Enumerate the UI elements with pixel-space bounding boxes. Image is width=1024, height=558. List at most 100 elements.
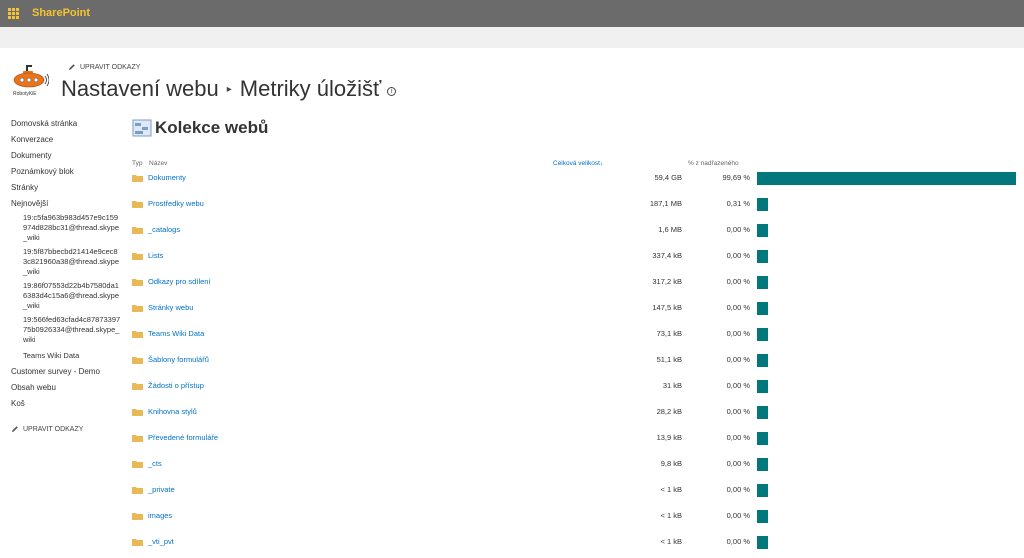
usage-bar <box>757 224 768 237</box>
usage-bar <box>757 406 768 419</box>
usage-bar <box>757 380 768 393</box>
folder-size: 31 kB <box>662 381 682 390</box>
folder-name-link[interactable]: Šablony formulářů <box>148 355 209 364</box>
table-row[interactable]: Lists 337,4 kB 0,00 % <box>130 243 1024 269</box>
usage-bar <box>757 302 768 315</box>
logo-label: RobotyKiE <box>13 91 37 97</box>
table-row[interactable]: Převedené formuláře 13,9 kB 0,00 % <box>130 425 1024 451</box>
table-row[interactable]: Stránky webu 147,5 kB 0,00 % <box>130 295 1024 321</box>
folder-name-link[interactable]: Žádosti o přístup <box>148 381 204 390</box>
page-title-text: Metriky úložišť <box>239 76 382 101</box>
table-row[interactable]: _catalogs 1,6 MB 0,00 % <box>130 217 1024 243</box>
folder-icon <box>132 279 143 286</box>
nav-item-recent[interactable]: Nejnovější <box>11 199 49 208</box>
folder-icon <box>132 357 143 364</box>
breadcrumb-parent[interactable]: Nastavení webu <box>61 76 219 101</box>
column-header-size-label: Celková velikost <box>553 160 600 167</box>
folder-name-link[interactable]: Dokumenty <box>148 173 186 182</box>
nav-recent-item[interactable]: 19:566fed63cfad4c8787339775b0926334@thre… <box>23 315 121 344</box>
folder-icon <box>132 227 143 234</box>
nav-item-pages[interactable]: Stránky <box>11 183 39 192</box>
folder-name-link[interactable]: _catalogs <box>148 225 181 234</box>
folder-icon <box>132 513 143 520</box>
nav-recent-item[interactable]: 19:86f07553d22b4b7580da16383d4c15a6@thre… <box>23 281 120 310</box>
folder-name-link[interactable]: Odkazy pro sdílení <box>148 277 211 286</box>
folder-size: 73,1 kB <box>656 329 682 338</box>
app-launcher-icon[interactable] <box>8 8 19 19</box>
nav-item-notebook[interactable]: Poznámkový blok <box>11 167 74 176</box>
usage-bar <box>757 354 768 367</box>
folder-percent: 0,00 % <box>726 355 750 364</box>
nav-item-home[interactable]: Domovská stránka <box>11 119 78 128</box>
folder-percent: 0,00 % <box>726 485 750 494</box>
folder-icon <box>132 539 143 546</box>
info-icon[interactable]: i <box>387 86 397 96</box>
nav-item-site-contents[interactable]: Obsah webu <box>11 383 56 392</box>
suite-bar: SharePoint <box>0 0 1024 27</box>
usage-bar <box>757 458 768 471</box>
usage-bar <box>757 432 768 445</box>
table-row[interactable]: Teams Wiki Data 73,1 kB 0,00 % <box>130 321 1024 347</box>
folder-size: 147,5 kB <box>652 303 682 312</box>
usage-bar <box>757 328 768 341</box>
folder-percent: 0,00 % <box>726 303 750 312</box>
nav-item-documents[interactable]: Dokumenty <box>11 151 52 160</box>
folder-name-link[interactable]: _private <box>148 485 175 494</box>
folder-size: < 1 kB <box>660 485 682 494</box>
folder-size: 9,8 kB <box>660 459 682 468</box>
table-row[interactable]: _vti_pvt < 1 kB 0,00 % <box>130 529 1024 555</box>
folder-icon <box>132 201 143 208</box>
table-row[interactable]: Žádosti o přístup 31 kB 0,00 % <box>130 373 1024 399</box>
folder-percent: 0,00 % <box>726 511 750 520</box>
ribbon-bar <box>0 27 1024 48</box>
edit-links-bottom[interactable]: UPRAVIT ODKAZY <box>11 425 121 433</box>
table-row[interactable]: Prostředky webu 187,1 MB 0,31 % <box>130 191 1024 217</box>
table-row[interactable]: Odkazy pro sdílení 317,2 kB 0,00 % <box>130 269 1024 295</box>
page-title: Nastavení webu ▸ Metriky úložišť i <box>61 76 397 102</box>
nav-recent-item[interactable]: Teams Wiki Data <box>23 351 80 360</box>
nav-item-recycle-bin[interactable]: Koš <box>11 399 25 408</box>
folder-name-link[interactable]: Teams Wiki Data <box>148 329 205 338</box>
folder-name-link[interactable]: Lists <box>148 251 164 260</box>
folder-percent: 0,00 % <box>726 329 750 338</box>
usage-bar <box>757 198 768 211</box>
usage-bar <box>757 276 768 289</box>
table-row[interactable]: Šablony formulářů 51,1 kB 0,00 % <box>130 347 1024 373</box>
section-title: Kolekce webů <box>155 118 269 137</box>
submarine-logo[interactable] <box>11 63 49 93</box>
storage-table: Dokumenty 59,4 GB 99,69 % Prostředky webu 18… <box>130 165 1024 555</box>
folder-name-link[interactable]: _vti_pvt <box>148 537 174 546</box>
folder-percent: 0,00 % <box>726 537 750 546</box>
breadcrumb-separator: ▸ <box>226 83 232 95</box>
column-header-percent: % z nadřazeného <box>688 160 739 167</box>
folder-size: 317,2 kB <box>652 277 682 286</box>
folder-percent: 0,00 % <box>726 381 750 390</box>
table-row[interactable]: Dokumenty 59,4 GB 99,69 % <box>130 165 1024 191</box>
folder-name-link[interactable]: Převedené formuláře <box>148 433 219 442</box>
nav-recent-item[interactable]: 19:c5fa963b983d457e9c159974d828bc31@thre… <box>23 213 120 242</box>
edit-links-top[interactable]: UPRAVIT ODKAZY <box>68 63 140 71</box>
folder-percent: 0,00 % <box>726 251 750 260</box>
nav-item-customer-survey[interactable]: Customer survey - Demo <box>11 367 100 376</box>
folder-percent: 0,31 % <box>726 199 750 208</box>
table-row[interactable]: _private < 1 kB 0,00 % <box>130 477 1024 503</box>
table-row[interactable]: images < 1 kB 0,00 % <box>130 503 1024 529</box>
folder-name-link[interactable]: Stránky webu <box>148 303 194 312</box>
nav-item-conversations[interactable]: Konverzace <box>11 135 54 144</box>
brand-label[interactable]: SharePoint <box>32 7 91 19</box>
folder-icon <box>132 253 143 260</box>
folder-name-link[interactable]: Knihovna stylů <box>148 407 197 416</box>
table-row[interactable]: Knihovna stylů 28,2 kB 0,00 % <box>130 399 1024 425</box>
folder-icon <box>132 383 143 390</box>
column-header-size[interactable]: Celková velikost↓ <box>553 160 603 167</box>
nav-recent-item[interactable]: 19:5f87bbecbd21414e9cec83c821960a38@thre… <box>23 247 120 276</box>
folder-size: 28,2 kB <box>656 407 682 416</box>
folder-name-link[interactable]: _cts <box>148 459 162 468</box>
folder-size: 59,4 GB <box>654 173 682 182</box>
folder-name-link[interactable]: Prostředky webu <box>148 199 204 208</box>
folder-size: 337,4 kB <box>652 251 682 260</box>
column-header-name[interactable]: Název <box>149 160 168 167</box>
edit-links-label: UPRAVIT ODKAZY <box>23 425 84 433</box>
table-row[interactable]: _cts 9,8 kB 0,00 % <box>130 451 1024 477</box>
folder-name-link[interactable]: images <box>148 511 173 520</box>
